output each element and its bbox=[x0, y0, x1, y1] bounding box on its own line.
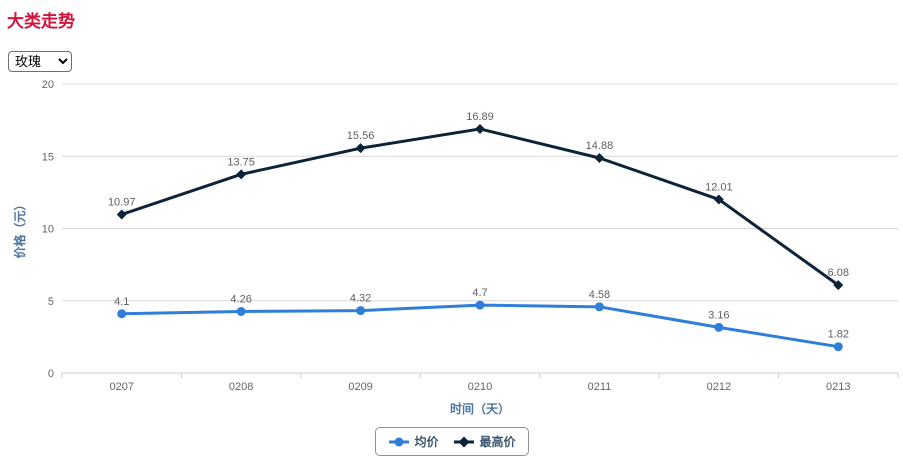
data-point-label: 12.01 bbox=[705, 181, 733, 193]
x-axis-tick-label: 0209 bbox=[348, 381, 372, 393]
y-axis-tick-label: 20 bbox=[42, 79, 54, 91]
data-point-最高价[interactable] bbox=[833, 280, 844, 291]
data-point-label: 4.58 bbox=[589, 289, 610, 301]
data-point-均价[interactable] bbox=[475, 300, 485, 310]
x-axis-tick-label: 0207 bbox=[109, 381, 133, 393]
data-point-label: 6.08 bbox=[828, 267, 849, 279]
series-line-均价 bbox=[120, 303, 840, 349]
data-point-均价[interactable] bbox=[236, 306, 246, 316]
x-axis-tick-label: 0213 bbox=[826, 381, 850, 393]
x-axis-tick-label: 0212 bbox=[707, 381, 731, 393]
data-point-label: 4.26 bbox=[230, 293, 251, 305]
data-point-最高价[interactable] bbox=[355, 143, 366, 154]
category-select[interactable]: 玫瑰 bbox=[8, 51, 72, 72]
data-point-均价[interactable] bbox=[714, 322, 724, 332]
y-axis-title: 价格（元） bbox=[12, 198, 27, 258]
data-point-最高价[interactable] bbox=[713, 194, 724, 205]
y-axis-tick-label: 5 bbox=[48, 296, 54, 308]
y-axis-tick-label: 10 bbox=[42, 224, 54, 236]
data-point-均价[interactable] bbox=[833, 342, 843, 352]
data-point-label: 4.32 bbox=[350, 293, 371, 305]
data-point-均价[interactable] bbox=[117, 309, 127, 319]
data-point-label: 3.16 bbox=[708, 309, 729, 321]
y-axis-tick-label: 15 bbox=[42, 151, 54, 163]
y-axis-tick-label: 0 bbox=[48, 368, 54, 380]
x-axis-tick-label: 0210 bbox=[468, 381, 492, 393]
data-point-label: 15.56 bbox=[347, 130, 375, 142]
data-point-均价[interactable] bbox=[594, 302, 604, 312]
legend-item-max-price[interactable]: 最高价 bbox=[453, 433, 516, 450]
series-line-最高价 bbox=[120, 127, 840, 287]
data-point-最高价[interactable] bbox=[236, 169, 247, 180]
page-title: 大类走势 bbox=[7, 12, 75, 31]
data-point-label: 4.7 bbox=[472, 287, 487, 299]
data-point-label: 10.97 bbox=[108, 196, 136, 208]
legend-label-avg-price: 均价 bbox=[414, 435, 439, 449]
data-point-label: 1.82 bbox=[828, 329, 849, 341]
avg-price-circle-marker-icon bbox=[388, 437, 409, 446]
chart-legend: 均价 最高价 bbox=[374, 427, 529, 456]
data-point-最高价[interactable] bbox=[116, 209, 127, 220]
legend-label-max-price: 最高价 bbox=[479, 435, 516, 449]
x-axis-title: 时间（天） bbox=[450, 401, 510, 416]
data-point-label: 16.89 bbox=[466, 111, 494, 123]
data-point-均价[interactable] bbox=[356, 306, 366, 316]
data-point-最高价[interactable] bbox=[475, 123, 485, 134]
data-point-label: 14.88 bbox=[586, 140, 614, 152]
data-point-最高价[interactable] bbox=[594, 152, 605, 163]
data-point-label: 4.1 bbox=[114, 296, 129, 308]
x-axis-tick-label: 0211 bbox=[588, 381, 612, 393]
max-price-diamond-marker-icon bbox=[453, 436, 474, 447]
x-axis-tick-label: 0208 bbox=[229, 381, 253, 393]
legend-item-avg-price[interactable]: 均价 bbox=[387, 433, 439, 450]
data-point-label: 13.75 bbox=[227, 156, 255, 168]
